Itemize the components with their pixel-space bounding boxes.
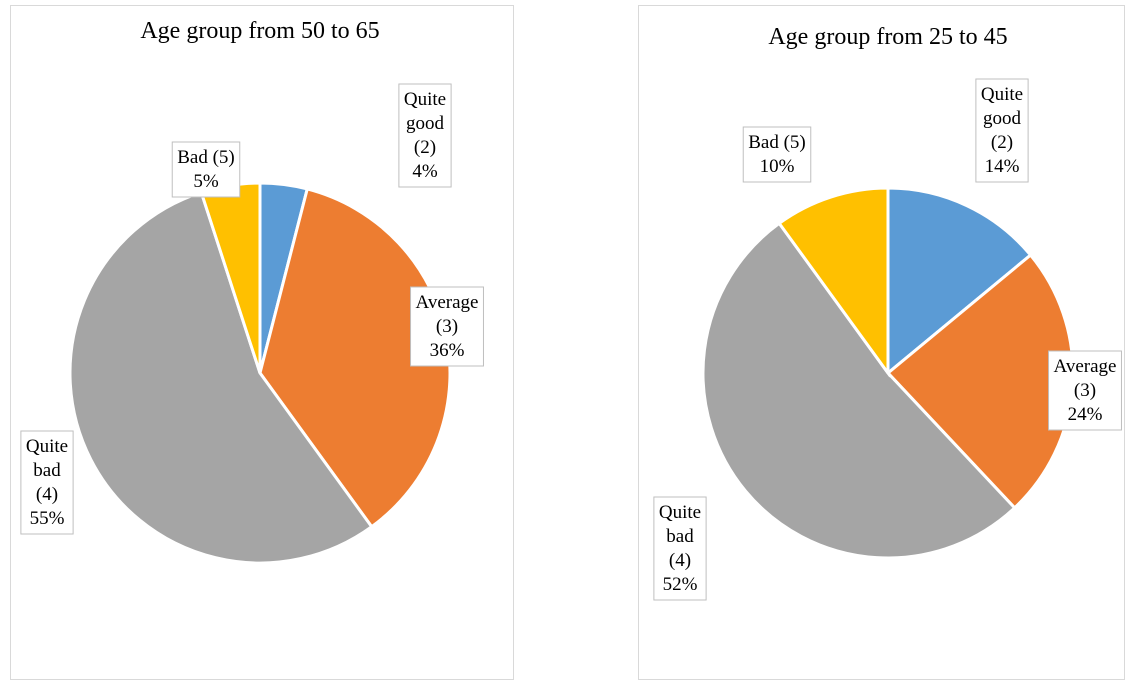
value-label: 14% — [985, 156, 1020, 177]
pie-slice — [886, 186, 1033, 377]
pie-slice — [68, 190, 374, 565]
pie-slice — [777, 186, 890, 378]
chart-frame — [638, 5, 1125, 680]
data-label: Quite bad (4) 55% — [20, 430, 74, 535]
label-box — [975, 78, 1029, 183]
value-label: 5% — [193, 171, 219, 192]
label-box — [171, 141, 241, 198]
data-label: Quite good (2) 14% — [975, 78, 1029, 183]
label-box — [398, 83, 452, 188]
value-label: 36% — [430, 340, 465, 361]
category-label: Average (3) — [416, 292, 479, 337]
chart-title: Age group from 25 to 45 — [768, 24, 1007, 50]
category-label: Bad (5) — [748, 132, 806, 153]
data-label: Quite good (2) 4% — [398, 83, 452, 188]
data-label: Quite bad (4) 52% — [653, 496, 707, 601]
data-label: Average (3) 24% — [1048, 350, 1122, 431]
value-label: 10% — [760, 156, 795, 177]
value-label: 55% — [30, 508, 65, 529]
label-box — [653, 496, 707, 601]
label-box — [1048, 350, 1122, 431]
data-label: Bad (5) 5% — [171, 141, 241, 198]
value-label: 52% — [663, 574, 698, 595]
value-label: 4% — [412, 161, 438, 182]
value-label: 24% — [1068, 404, 1103, 425]
category-label: Average (3) — [1054, 356, 1117, 401]
label-box — [742, 126, 812, 183]
category-label: Bad (5) — [177, 147, 235, 168]
category-label: Quite bad (4) — [659, 502, 701, 571]
pie-slice — [701, 221, 1017, 560]
category-label: Quite good (2) — [404, 89, 446, 158]
category-label: Quite bad (4) — [26, 436, 68, 505]
label-box — [20, 430, 74, 535]
chart-title: Age group from 50 to 65 — [140, 18, 379, 44]
data-label: Bad (5) 10% — [742, 126, 812, 183]
label-box — [410, 286, 484, 367]
chart-frame — [10, 5, 514, 680]
data-label: Average (3) 36% — [410, 286, 484, 367]
category-label: Quite good (2) — [981, 84, 1023, 153]
